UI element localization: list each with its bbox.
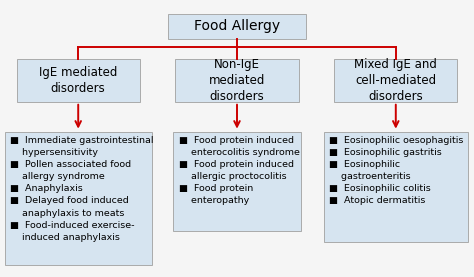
- Text: Mixed IgE and
cell-mediated
disorders: Mixed IgE and cell-mediated disorders: [355, 58, 437, 103]
- Text: Food Allergy: Food Allergy: [194, 19, 280, 33]
- FancyBboxPatch shape: [175, 59, 299, 102]
- Text: ■  Eosinophilic oesophagitis
■  Eosinophilic gastritis
■  Eosinophilic
    gastr: ■ Eosinophilic oesophagitis ■ Eosinophil…: [329, 136, 464, 206]
- FancyBboxPatch shape: [17, 59, 140, 102]
- FancyBboxPatch shape: [173, 132, 301, 231]
- Text: ■  Food protein induced
    enterocolitis syndrome
■  Food protein induced
    a: ■ Food protein induced enterocolitis syn…: [179, 136, 300, 206]
- FancyBboxPatch shape: [168, 14, 306, 39]
- FancyBboxPatch shape: [323, 132, 468, 242]
- Text: Non-IgE
mediated
disorders: Non-IgE mediated disorders: [209, 58, 265, 103]
- FancyBboxPatch shape: [5, 132, 152, 265]
- FancyBboxPatch shape: [334, 59, 457, 102]
- Text: ■  Immediate gastrointestinal
    hypersensitivity
■  Pollen associated food
   : ■ Immediate gastrointestinal hypersensit…: [10, 136, 154, 242]
- Text: IgE mediated
disorders: IgE mediated disorders: [39, 66, 118, 95]
